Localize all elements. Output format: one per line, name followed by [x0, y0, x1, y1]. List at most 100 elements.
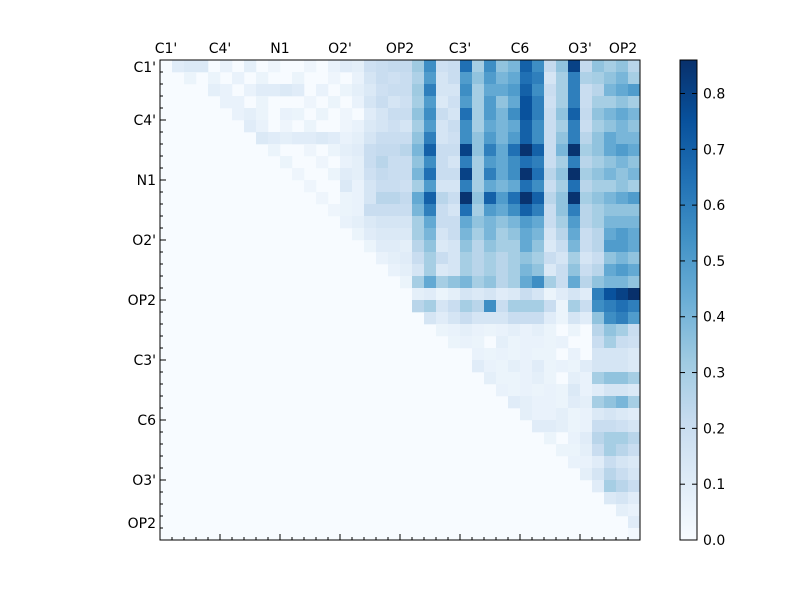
heatmap-cell — [580, 108, 593, 121]
colorbar-gradient — [680, 60, 697, 540]
heatmap-cell — [376, 96, 389, 109]
heatmap-cell — [604, 72, 617, 85]
heatmap-cell — [412, 288, 425, 301]
heatmap-cell — [484, 192, 497, 205]
heatmap-cell — [496, 156, 509, 169]
y-tick-label: OP2 — [128, 293, 156, 309]
heatmap-cell — [592, 456, 605, 469]
heatmap-cell — [424, 264, 437, 277]
heatmap-cell — [604, 108, 617, 121]
heatmap-cell — [616, 468, 629, 481]
heatmap-cell — [496, 72, 509, 85]
heatmap-cell — [364, 132, 377, 145]
heatmap-cell — [520, 348, 533, 361]
heatmap-cell — [448, 84, 461, 97]
heatmap-cell — [436, 144, 449, 157]
colorbar: 0.0 0.1 0.2 0.3 0.4 0.5 0.6 0.7 0.8 — [679, 59, 725, 549]
heatmap-cell — [508, 156, 521, 169]
heatmap-cell — [484, 60, 497, 73]
heatmap-cell — [580, 288, 593, 301]
heatmap-cell — [580, 228, 593, 241]
heatmap-cell — [592, 372, 605, 385]
heatmap-cell — [496, 348, 509, 361]
heatmap-cell — [628, 72, 641, 85]
heatmap-cell — [316, 108, 329, 121]
heatmap-cell — [340, 180, 353, 193]
heatmap-cells — [160, 60, 641, 541]
heatmap-cell — [340, 156, 353, 169]
heatmap-cell — [376, 84, 389, 97]
heatmap-cell — [472, 336, 485, 349]
heatmap-cell — [604, 60, 617, 73]
heatmap-cell — [520, 324, 533, 337]
heatmap-cell — [436, 192, 449, 205]
heatmap-cell — [580, 468, 593, 481]
heatmap-cell — [460, 132, 473, 145]
heatmap-cell — [472, 168, 485, 181]
heatmap-cell — [472, 120, 485, 133]
heatmap-cell — [580, 300, 593, 313]
heatmap-cell — [604, 444, 617, 457]
heatmap-cell — [388, 72, 401, 85]
heatmap-cell — [280, 108, 293, 121]
heatmap-cell — [532, 156, 545, 169]
heatmap-cell — [532, 216, 545, 229]
heatmap-cell — [484, 96, 497, 109]
heatmap-cell — [508, 96, 521, 109]
heatmap-cell — [520, 120, 533, 133]
heatmap-cell — [460, 324, 473, 337]
heatmap-cell — [568, 156, 581, 169]
heatmap-cell — [604, 396, 617, 409]
heatmap-cell — [508, 312, 521, 325]
heatmap-cell — [388, 156, 401, 169]
heatmap-cell — [412, 228, 425, 241]
heatmap-cell — [520, 144, 533, 157]
heatmap-cell — [544, 408, 557, 421]
x-tick-label: C1' — [155, 41, 178, 57]
heatmap-cell — [580, 408, 593, 421]
x-tick-label: C6 — [511, 41, 530, 57]
heatmap-cell — [400, 132, 413, 145]
heatmap-cell — [388, 60, 401, 73]
heatmap-cell — [544, 288, 557, 301]
heatmap-cell — [412, 108, 425, 121]
heatmap-cell — [604, 252, 617, 265]
heatmap-cell — [364, 72, 377, 85]
heatmap-cell — [376, 180, 389, 193]
heatmap-cell — [604, 432, 617, 445]
heatmap-cell — [460, 84, 473, 97]
heatmap-cell — [520, 192, 533, 205]
plot-tick-labels: C1' C1' C4' C4' N1 N1 O2' O2' OP2 OP2 C3' C3' C6 C6 O3… — [128, 41, 638, 532]
heatmap-cell — [616, 96, 629, 109]
heatmap-cell — [556, 180, 569, 193]
heatmap-cell — [472, 204, 485, 217]
heatmap-cell — [484, 84, 497, 97]
heatmap-cell — [508, 72, 521, 85]
heatmap-cell — [376, 144, 389, 157]
heatmap-cell — [580, 168, 593, 181]
heatmap-cell — [328, 144, 341, 157]
heatmap-cell — [460, 336, 473, 349]
heatmap-cell — [208, 84, 221, 97]
colorbar-ticks: 0.0 0.1 0.2 0.3 0.4 0.5 0.6 0.7 0.8 — [680, 86, 725, 549]
heatmap-cell — [352, 180, 365, 193]
heatmap-cell — [496, 228, 509, 241]
heatmap-cell — [508, 180, 521, 193]
heatmap-cell — [400, 84, 413, 97]
heatmap-cell — [520, 408, 533, 421]
heatmap-cell — [412, 180, 425, 193]
heatmap-cell — [460, 108, 473, 121]
heatmap-cell — [484, 360, 497, 373]
heatmap-cell — [472, 156, 485, 169]
heatmap-cell — [628, 312, 641, 325]
heatmap-cell — [460, 72, 473, 85]
heatmap-cell — [256, 96, 269, 109]
heatmap-cell — [604, 348, 617, 361]
heatmap-cell — [244, 60, 257, 73]
heatmap-cell — [448, 144, 461, 157]
heatmap-cell — [412, 156, 425, 169]
heatmap-cell — [400, 204, 413, 217]
heatmap-cell — [592, 360, 605, 373]
heatmap-cell — [616, 444, 629, 457]
